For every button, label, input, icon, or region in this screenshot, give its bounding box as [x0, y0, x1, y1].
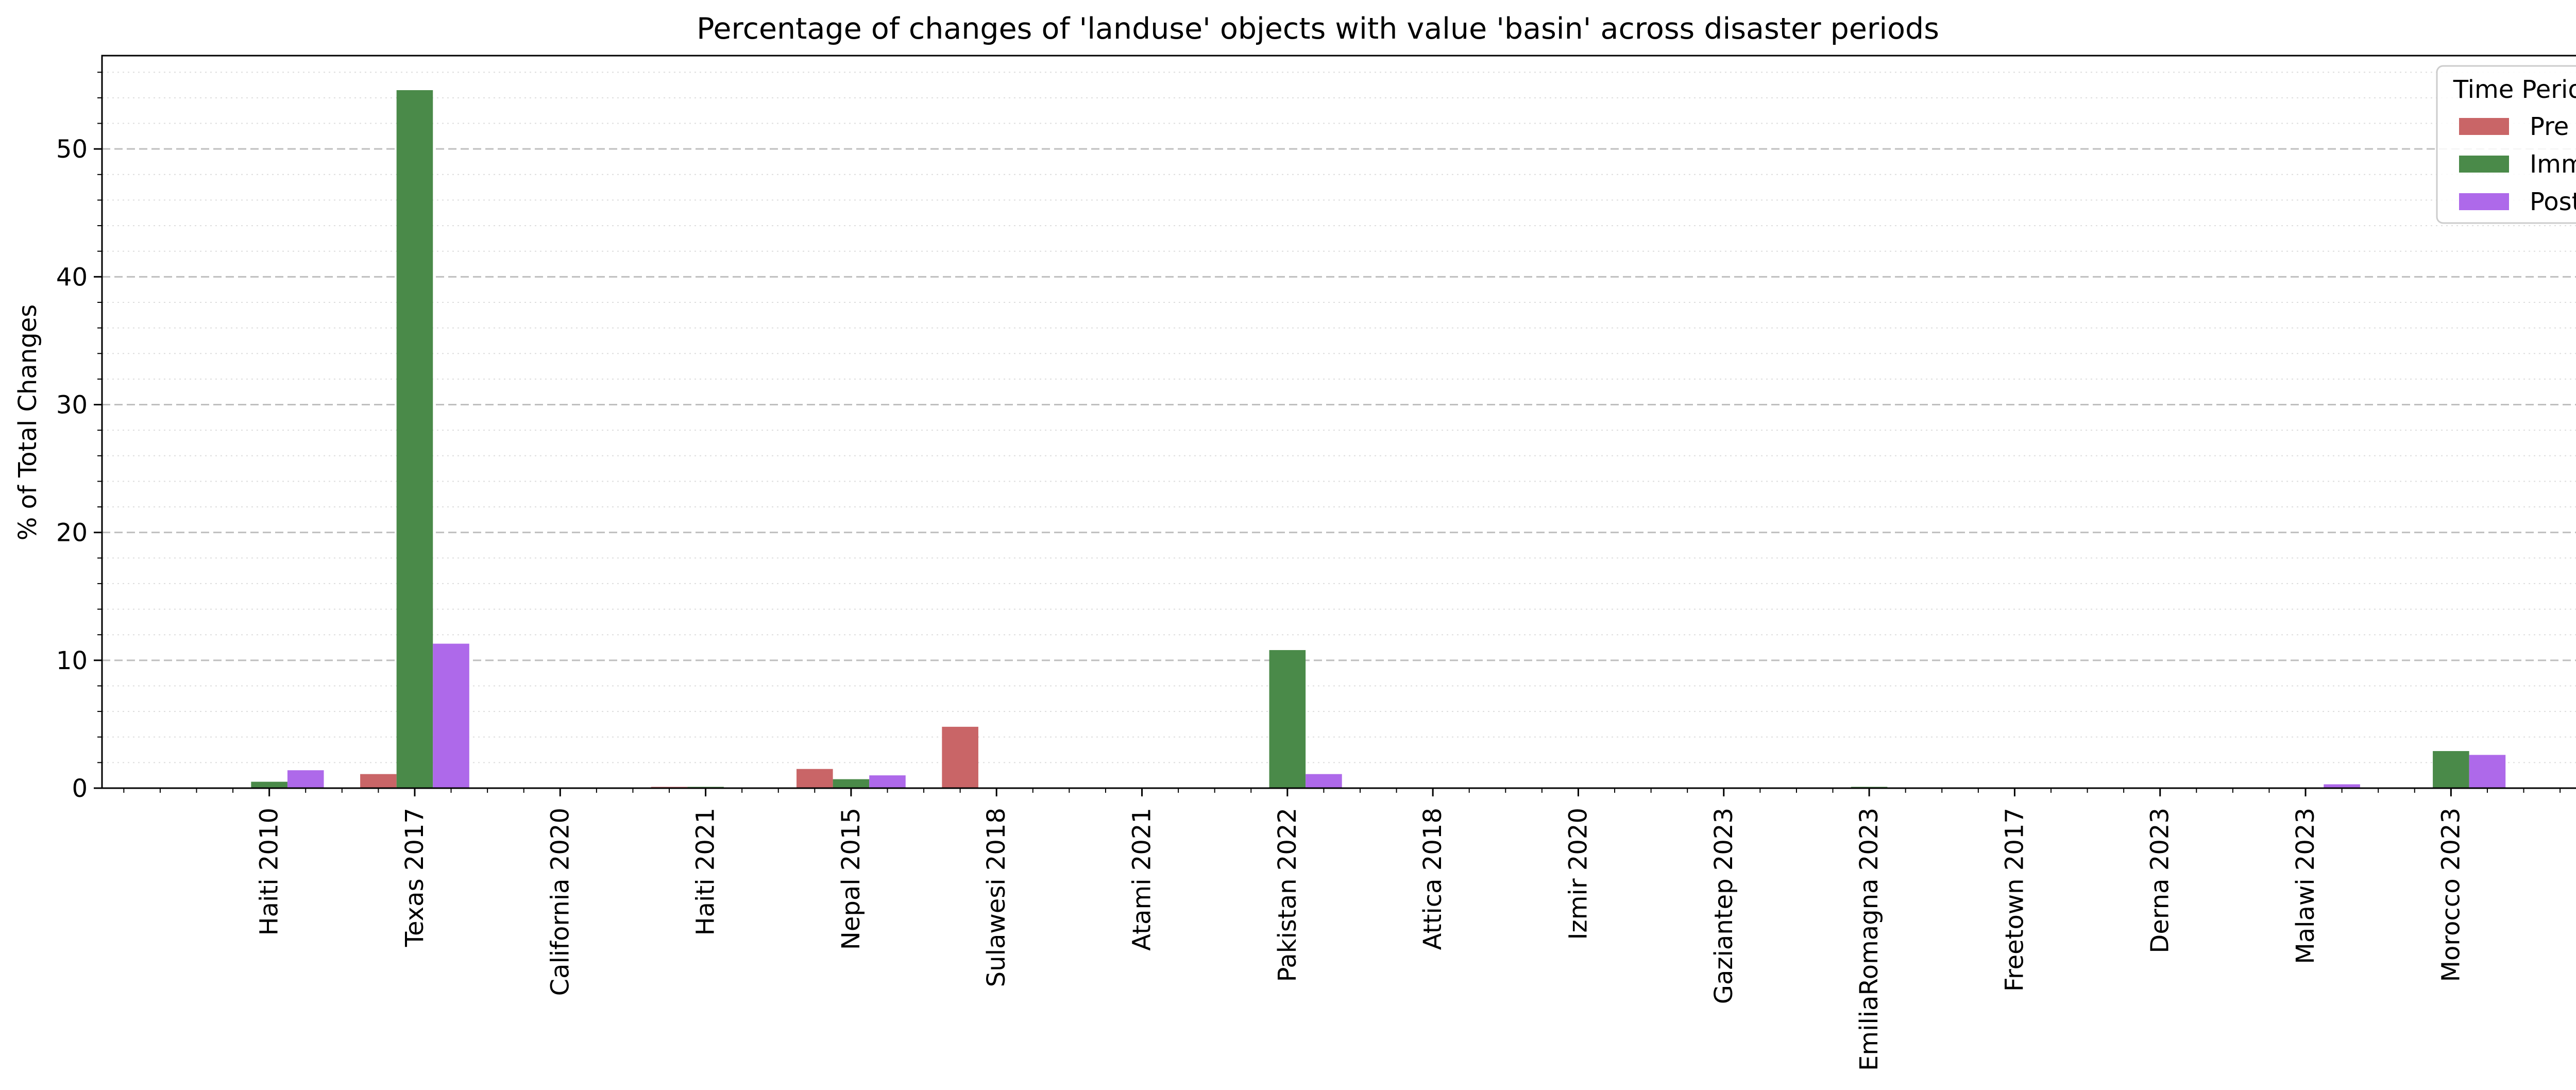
y-tick-label: 30 [56, 390, 88, 419]
x-tick-label: Texas 2017 [400, 808, 429, 947]
x-tick-label: Pakistan 2022 [1273, 808, 1302, 982]
y-tick-label: 0 [72, 774, 88, 803]
legend-frame [2436, 65, 2576, 224]
legend-label-post: Post [2530, 188, 2576, 216]
x-tick-label: Freetown 2017 [2000, 808, 2029, 992]
y-tick-label: 10 [56, 646, 88, 675]
bar-imm [1269, 650, 1306, 788]
legend-swatch-post [2459, 193, 2509, 210]
y-tick-label: 50 [56, 135, 88, 164]
x-tick-label: Gaziantep 2023 [1709, 808, 1738, 1004]
bar-imm [833, 779, 870, 788]
y-axis-label: % of Total Changes [13, 304, 42, 541]
bar-post [1306, 774, 1342, 788]
bar-imm [2433, 751, 2469, 788]
axes-layer: 0 10 20 30 40 50 Haiti 2010 Texas 2017 Californi… [56, 55, 2576, 1071]
bars-layer [251, 90, 2506, 788]
bar-post [2324, 784, 2360, 788]
x-tick-label: California 2020 [546, 808, 574, 996]
x-tick-label: Malawi 2023 [2291, 808, 2320, 964]
legend-label-pre: Pre [2530, 112, 2569, 141]
x-tick-label: Atami 2021 [1128, 808, 1157, 951]
bar-pre [796, 769, 833, 788]
x-tick-label: Attica 2018 [1418, 808, 1447, 950]
x-tick-label: EmiliaRomagna 2023 [1855, 808, 1884, 1071]
legend-swatch-imm [2459, 156, 2509, 173]
bar-pre [942, 726, 978, 788]
legend-items: Pre Imm Post [2459, 112, 2576, 216]
grid-layer [102, 72, 2576, 763]
bar-post [433, 643, 469, 788]
bar-pre [360, 774, 397, 788]
x-tick-label: Haiti 2010 [255, 808, 284, 935]
legend-title: Time Period [2453, 75, 2576, 104]
plot-frame [101, 55, 2576, 789]
legend: Time Period Pre Imm Post [2436, 65, 2576, 224]
legend-label-imm: Imm [2530, 150, 2576, 179]
bar-imm [251, 781, 287, 788]
x-tick-label: Haiti 2021 [691, 808, 720, 935]
bar-imm [396, 90, 433, 788]
y-tick-label: 20 [56, 519, 88, 548]
bar-post [287, 770, 324, 788]
bar-post [869, 775, 906, 788]
x-tick-label: Izmir 2020 [1564, 808, 1592, 940]
chart-title: Percentage of changes of 'landuse' objec… [697, 12, 1939, 46]
y-tick-label: 40 [56, 263, 88, 292]
x-tick-label: Derna 2023 [2146, 808, 2175, 953]
x-tick-label: Sulawesi 2018 [982, 808, 1011, 987]
x-tick-label: Morocco 2023 [2436, 808, 2465, 982]
bar-post [2469, 755, 2506, 788]
x-tick-label: Nepal 2015 [837, 808, 866, 950]
legend-swatch-pre [2459, 118, 2509, 135]
